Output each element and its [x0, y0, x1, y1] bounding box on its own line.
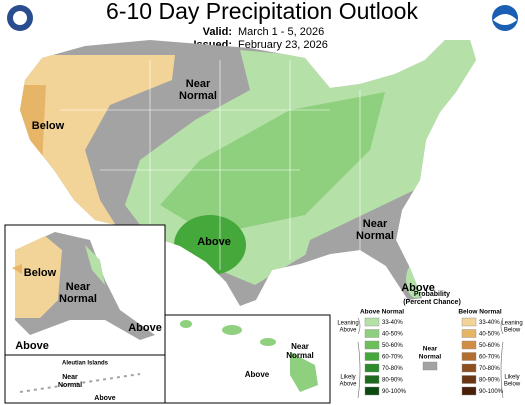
- legend-note: Likely: [504, 375, 519, 381]
- alaska-below: [15, 236, 62, 318]
- issued: February 23, 2026: [238, 39, 328, 51]
- legend-swatch: [461, 317, 477, 327]
- legend-title: (Percent Chance): [403, 299, 461, 306]
- map-label: Above: [401, 282, 435, 294]
- legend-label: 70-80%: [382, 366, 403, 372]
- map-label: Normal: [356, 230, 394, 242]
- legend-note: Likely: [340, 375, 355, 381]
- alaska-below-2: [12, 264, 22, 274]
- aleutians-title: Aleutian Islands: [62, 361, 109, 367]
- legend-swatch: [461, 386, 477, 396]
- legend-label: 90-100%: [479, 389, 504, 395]
- legend-note: Below: [504, 382, 521, 388]
- legend-near: Normal: [419, 354, 442, 361]
- map-label: Below: [24, 267, 57, 279]
- map-label: Near: [62, 374, 78, 381]
- map-label: Above: [94, 395, 116, 402]
- hawaii-island: [180, 320, 192, 328]
- legend-near: Near: [423, 346, 438, 353]
- legend-brackets: [357, 317, 504, 399]
- legend-note: Leaning: [501, 321, 522, 327]
- legend-label: 60-70%: [479, 355, 500, 361]
- legend-label: 50-60%: [479, 343, 500, 349]
- legend-swatch: [422, 361, 438, 371]
- legend-label: 90-100%: [382, 389, 407, 395]
- hawaii-island: [222, 325, 242, 335]
- legend-swatch: [461, 340, 477, 350]
- legend-label: 50-60%: [382, 343, 403, 349]
- above-area-2: [160, 92, 385, 235]
- legend-swatch: [461, 329, 477, 338]
- legend-swatch: [364, 375, 380, 384]
- map-label: Above: [197, 236, 231, 248]
- legend-note: Below: [504, 328, 521, 334]
- legend-swatch: [461, 363, 477, 373]
- valid-label: Valid:: [203, 26, 232, 38]
- legend-header: Below Normal: [458, 309, 502, 316]
- logo-left-inner: [13, 11, 27, 25]
- map-label: Normal: [59, 293, 97, 305]
- map-label: Above: [128, 322, 162, 334]
- map-label: Normal: [286, 351, 314, 360]
- legend-label: 33-40%: [382, 320, 403, 326]
- legend-swatch: [364, 386, 380, 396]
- legend-label: 60-70%: [382, 355, 403, 361]
- legend-label: 80-90%: [382, 378, 403, 384]
- map-label: Above: [15, 340, 49, 352]
- aleutians-box: [4, 354, 166, 404]
- title: 6-10 Day Precipitation Outlook: [106, 0, 418, 24]
- map-label: Above: [245, 370, 270, 379]
- legend-note: Above: [339, 328, 357, 334]
- map-label: Near: [363, 218, 388, 230]
- alaska-above: [85, 245, 105, 285]
- conus: [20, 40, 476, 306]
- legend-note: Leaning: [337, 321, 358, 327]
- map-label: Near: [66, 281, 91, 293]
- legend-swatch: [461, 375, 477, 384]
- map-label: Normal: [179, 90, 217, 102]
- legend-label: 80-90%: [479, 378, 500, 384]
- legend-label: 33-40%: [479, 320, 500, 326]
- legend-label: 40-50%: [382, 332, 403, 338]
- legend-swatch: [461, 352, 477, 361]
- legend-swatch: [364, 363, 380, 373]
- legend-swatch: [364, 329, 380, 338]
- state-lines: [60, 60, 361, 270]
- legend-label: 70-80%: [479, 366, 500, 372]
- legend-title: Probability: [414, 291, 450, 298]
- legend-swatch: [364, 317, 380, 327]
- legend-note: Above: [339, 382, 357, 388]
- hawaii-big-island: [290, 352, 318, 392]
- legend-swatch: [364, 340, 380, 350]
- legend-header: Above Normal: [360, 309, 404, 316]
- map-label: Below: [32, 120, 65, 132]
- valid: March 1 - 5, 2026: [238, 26, 324, 38]
- legend-label: 40-50%: [479, 332, 500, 338]
- logo-right-bird: [493, 14, 517, 25]
- map-label: Normal: [58, 382, 82, 389]
- hawaii-island: [260, 338, 276, 346]
- legend-swatch: [364, 352, 380, 361]
- map-label: Near: [291, 342, 309, 351]
- legend: Probability (Percent Chance) Above Norma…: [337, 291, 523, 399]
- map-label: Near: [186, 78, 211, 90]
